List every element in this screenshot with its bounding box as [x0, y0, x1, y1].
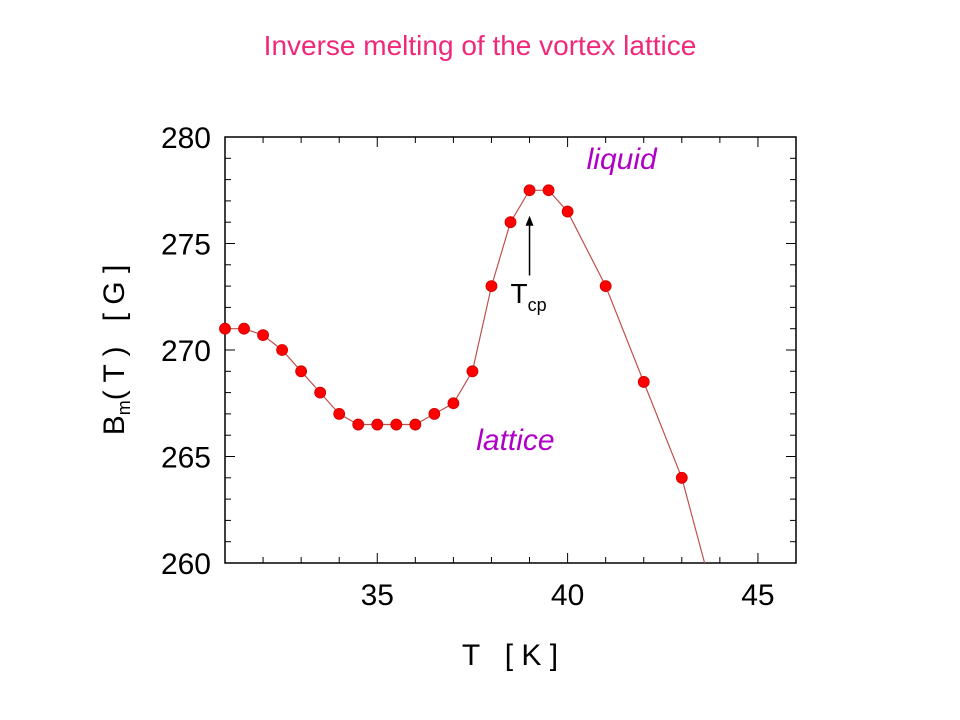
- data-point: [219, 322, 231, 335]
- data-point: [238, 322, 250, 335]
- y-tick-label: 275: [161, 229, 211, 262]
- y-axis-label-base: B: [98, 415, 131, 435]
- x-tick-label: 35: [361, 579, 394, 612]
- data-point: [561, 205, 574, 218]
- data-point: [485, 280, 498, 293]
- data-point: [276, 344, 289, 356]
- data-point: [333, 407, 346, 420]
- data-point: [428, 407, 441, 420]
- data-point: [409, 418, 422, 431]
- y-tick-label: 265: [161, 442, 211, 475]
- region-label-liquid: liquid: [587, 143, 658, 176]
- svg-text:Bm( T ) [ G ]: Bm( T ) [ G ]: [98, 265, 134, 436]
- data-point: [542, 184, 555, 197]
- series-polyline: [225, 189, 706, 564]
- y-axis-label-sub: m: [114, 400, 134, 415]
- series-line: [225, 189, 706, 564]
- y-axis-label: Bm( T ) [ G ]: [98, 265, 134, 436]
- data-point: [295, 365, 308, 378]
- data-point: [257, 329, 269, 341]
- x-tick-label: 40: [551, 579, 584, 612]
- data-point: [352, 418, 365, 431]
- data-point: [504, 216, 517, 229]
- data-point: [371, 418, 384, 431]
- plot-frame: [224, 136, 797, 564]
- data-point: [599, 280, 612, 293]
- y-tick-label: 270: [161, 335, 211, 368]
- data-point: [447, 397, 460, 410]
- page-title: Inverse melting of the vortex lattice: [263, 30, 697, 61]
- y-tick-label: 280: [161, 122, 211, 155]
- data-point: [314, 386, 327, 399]
- tcp-annotation: Tcp: [511, 278, 547, 315]
- data-point: [675, 471, 688, 484]
- x-axis-label: T [ K ]: [462, 639, 558, 672]
- data-point: [637, 376, 650, 388]
- tcp-arrow-head: [525, 215, 534, 226]
- data-point: [523, 184, 536, 197]
- data-points: [219, 184, 688, 484]
- x-tick-label: 45: [741, 579, 774, 612]
- data-point: [390, 418, 403, 431]
- data-point: [466, 365, 479, 378]
- axis-ticks: [224, 136, 797, 564]
- y-tick-label: 260: [161, 548, 211, 581]
- tick-labels: 35 40 45 260 265 270 275 280: [161, 122, 775, 612]
- y-axis-label-rest: ( T ) [ G ]: [98, 265, 131, 401]
- region-label-lattice: lattice: [476, 424, 554, 457]
- annotations: liquid lattice Tcp: [476, 143, 658, 457]
